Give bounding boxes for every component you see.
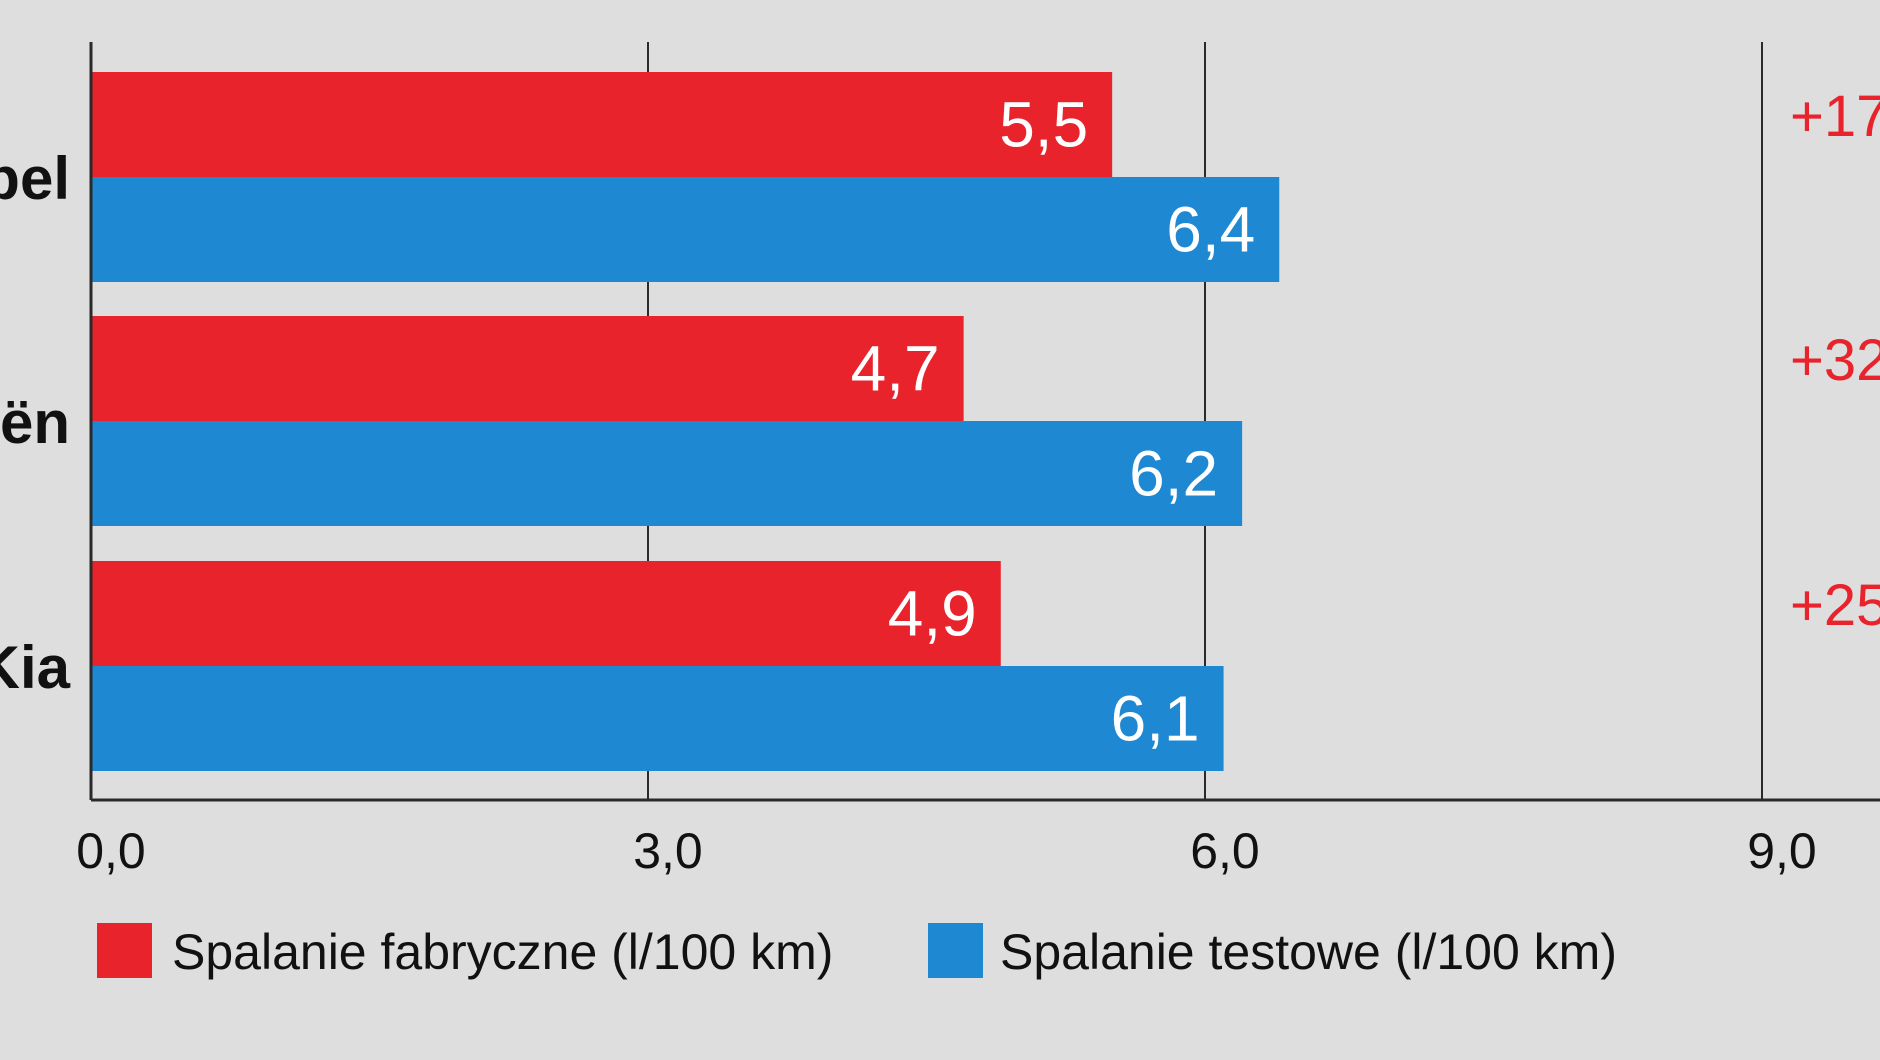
bar-pel-series-1 [91, 72, 1113, 177]
category-label: oën [0, 389, 70, 456]
bar-value-label: 5,5 [999, 89, 1088, 161]
difference-label: +25 [1790, 573, 1880, 638]
category-label: Kia [0, 634, 71, 701]
x-tick-label: 3,0 [633, 823, 703, 879]
bar-oën-series-1 [91, 316, 964, 421]
x-tick-label: 0,0 [76, 823, 146, 879]
bar-value-label: 6,2 [1129, 438, 1218, 510]
x-tick-label: 9,0 [1747, 823, 1817, 879]
difference-label: +17 [1790, 84, 1880, 149]
legend-swatch-series-1 [97, 923, 152, 978]
legend-label: Spalanie testowe (l/100 km) [1000, 924, 1617, 980]
bar-Kia-series-2 [91, 666, 1224, 771]
bar-pel-series-2 [91, 177, 1280, 282]
legend-label: Spalanie fabryczne (l/100 km) [172, 924, 833, 980]
legend-swatch-series-2 [928, 923, 983, 978]
bar-value-label: 6,1 [1111, 683, 1200, 755]
bar-Kia-series-1 [91, 561, 1001, 666]
bar-value-label: 4,9 [888, 578, 977, 650]
bar-value-label: 6,4 [1166, 194, 1255, 266]
x-tick-label: 6,0 [1190, 823, 1260, 879]
bar-value-label: 4,7 [851, 333, 940, 405]
bar-oën-series-2 [91, 421, 1243, 526]
category-label: pel [0, 145, 70, 212]
difference-label: +32 [1790, 328, 1880, 393]
